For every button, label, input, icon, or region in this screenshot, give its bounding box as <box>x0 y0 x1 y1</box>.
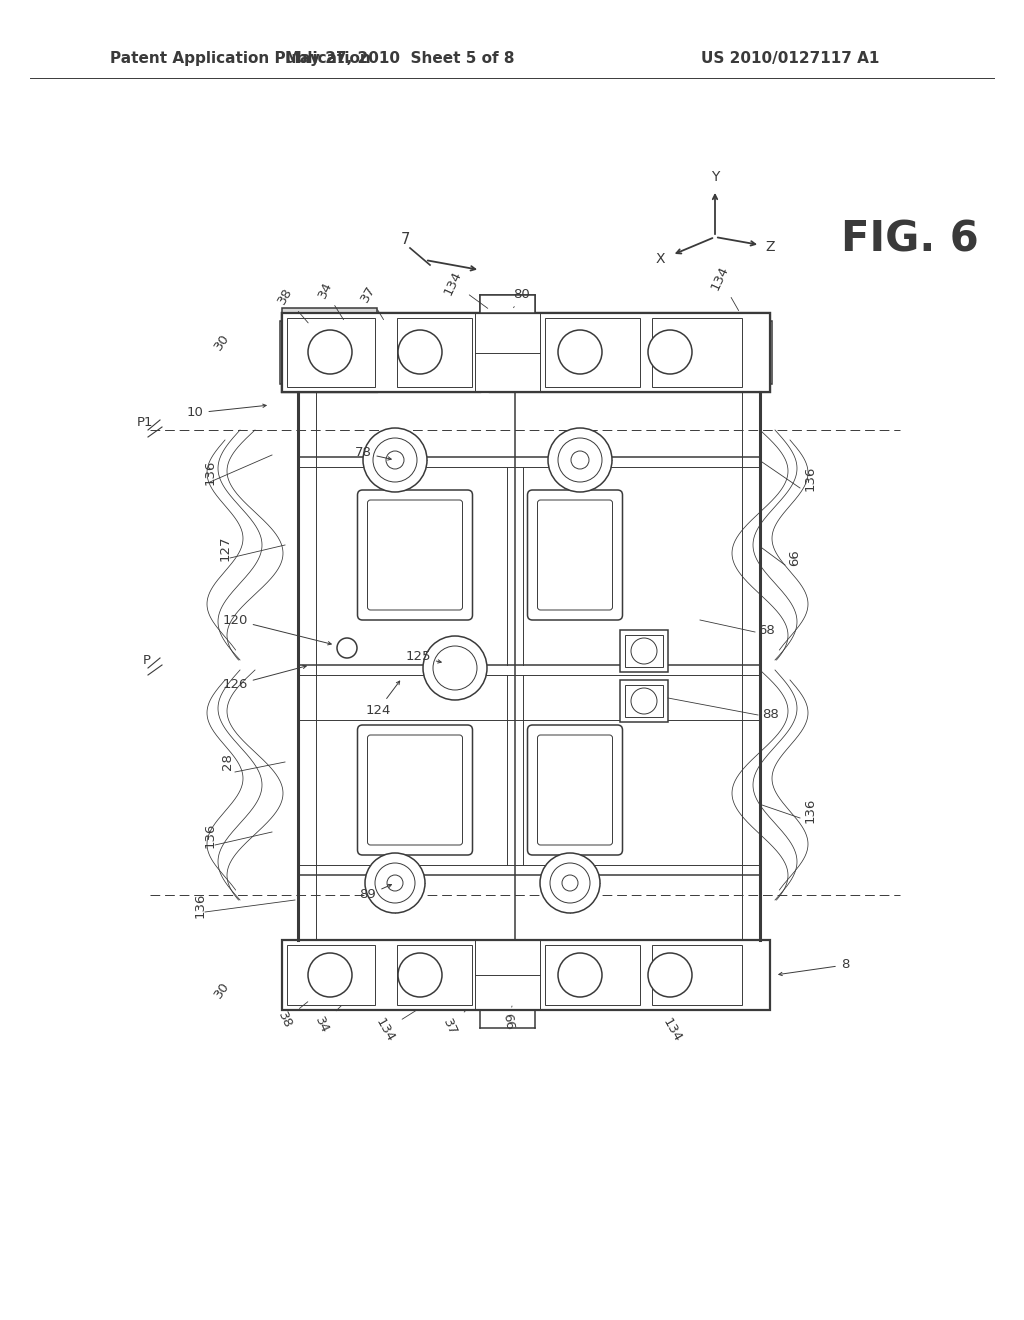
Text: 136: 136 <box>204 459 216 484</box>
Circle shape <box>571 451 589 469</box>
Circle shape <box>308 953 352 997</box>
Bar <box>480 294 535 313</box>
Circle shape <box>362 428 427 492</box>
Text: P: P <box>143 653 151 667</box>
Bar <box>620 680 668 722</box>
Text: 125: 125 <box>406 651 441 664</box>
Text: 136: 136 <box>204 822 216 847</box>
Text: 8: 8 <box>779 958 849 975</box>
Bar <box>652 945 742 1005</box>
Circle shape <box>631 638 657 664</box>
Text: 34: 34 <box>315 280 343 319</box>
Bar <box>490 313 770 392</box>
Circle shape <box>558 438 602 482</box>
Circle shape <box>550 863 590 903</box>
Bar <box>282 313 377 392</box>
Bar <box>652 318 742 387</box>
FancyBboxPatch shape <box>368 735 463 845</box>
Text: 88: 88 <box>762 709 778 722</box>
Text: 136: 136 <box>194 892 207 917</box>
Text: 34: 34 <box>312 1006 341 1035</box>
Text: 134: 134 <box>660 1010 684 1044</box>
Text: 66: 66 <box>788 549 802 566</box>
Text: 124: 124 <box>366 681 399 717</box>
Text: Z: Z <box>765 240 775 253</box>
Bar <box>625 685 663 717</box>
Text: 37: 37 <box>440 1010 466 1038</box>
Bar <box>545 318 640 387</box>
Circle shape <box>562 875 578 891</box>
Circle shape <box>308 330 352 374</box>
Circle shape <box>423 636 487 700</box>
Text: 30: 30 <box>212 331 232 352</box>
Circle shape <box>631 688 657 714</box>
Circle shape <box>398 330 442 374</box>
Text: 89: 89 <box>359 884 391 902</box>
Bar <box>620 630 668 672</box>
Text: 37: 37 <box>358 284 384 319</box>
Bar <box>287 318 375 387</box>
FancyBboxPatch shape <box>538 500 612 610</box>
Circle shape <box>558 953 602 997</box>
Bar <box>397 318 472 387</box>
Text: 30: 30 <box>212 979 232 1001</box>
Circle shape <box>387 875 403 891</box>
Circle shape <box>648 953 692 997</box>
Bar <box>280 321 292 384</box>
Text: Patent Application Publication: Patent Application Publication <box>110 50 371 66</box>
Bar <box>760 321 772 384</box>
Text: 7: 7 <box>400 232 410 248</box>
FancyBboxPatch shape <box>357 725 472 855</box>
Text: 136: 136 <box>804 797 816 822</box>
Text: US 2010/0127117 A1: US 2010/0127117 A1 <box>700 50 880 66</box>
FancyBboxPatch shape <box>368 500 463 610</box>
Circle shape <box>648 330 692 374</box>
Text: 127: 127 <box>218 535 231 561</box>
Text: May 27, 2010  Sheet 5 of 8: May 27, 2010 Sheet 5 of 8 <box>286 50 515 66</box>
Circle shape <box>337 638 357 657</box>
Circle shape <box>365 853 425 913</box>
Bar <box>282 940 770 1010</box>
Circle shape <box>558 330 602 374</box>
Circle shape <box>386 451 404 469</box>
Text: 66: 66 <box>500 1006 516 1031</box>
FancyBboxPatch shape <box>527 490 623 620</box>
Bar <box>625 635 663 667</box>
Text: 80: 80 <box>514 289 530 308</box>
Text: 38: 38 <box>275 1002 308 1031</box>
Text: 38: 38 <box>275 285 308 323</box>
Text: 134: 134 <box>709 264 738 310</box>
Text: X: X <box>655 252 665 267</box>
FancyBboxPatch shape <box>527 725 623 855</box>
Text: 28: 28 <box>221 754 234 771</box>
Text: 68: 68 <box>758 623 775 636</box>
Circle shape <box>373 438 417 482</box>
Bar <box>545 945 640 1005</box>
Text: 134: 134 <box>373 1010 418 1044</box>
FancyBboxPatch shape <box>357 490 472 620</box>
Circle shape <box>540 853 600 913</box>
Bar <box>282 313 480 392</box>
Text: 78: 78 <box>354 446 391 461</box>
Text: 136: 136 <box>804 466 816 491</box>
Text: Y: Y <box>711 170 719 183</box>
Text: 10: 10 <box>186 404 266 420</box>
Text: 120: 120 <box>222 614 331 645</box>
Text: 126: 126 <box>222 665 306 692</box>
Text: 134: 134 <box>441 269 487 309</box>
Bar <box>282 313 770 392</box>
Bar <box>282 308 377 318</box>
Bar <box>287 945 375 1005</box>
Bar <box>397 945 472 1005</box>
Circle shape <box>433 645 477 690</box>
Text: P1: P1 <box>137 416 154 429</box>
Text: FIG. 6: FIG. 6 <box>841 219 979 261</box>
Circle shape <box>398 953 442 997</box>
Circle shape <box>548 428 612 492</box>
FancyBboxPatch shape <box>538 735 612 845</box>
Circle shape <box>375 863 415 903</box>
